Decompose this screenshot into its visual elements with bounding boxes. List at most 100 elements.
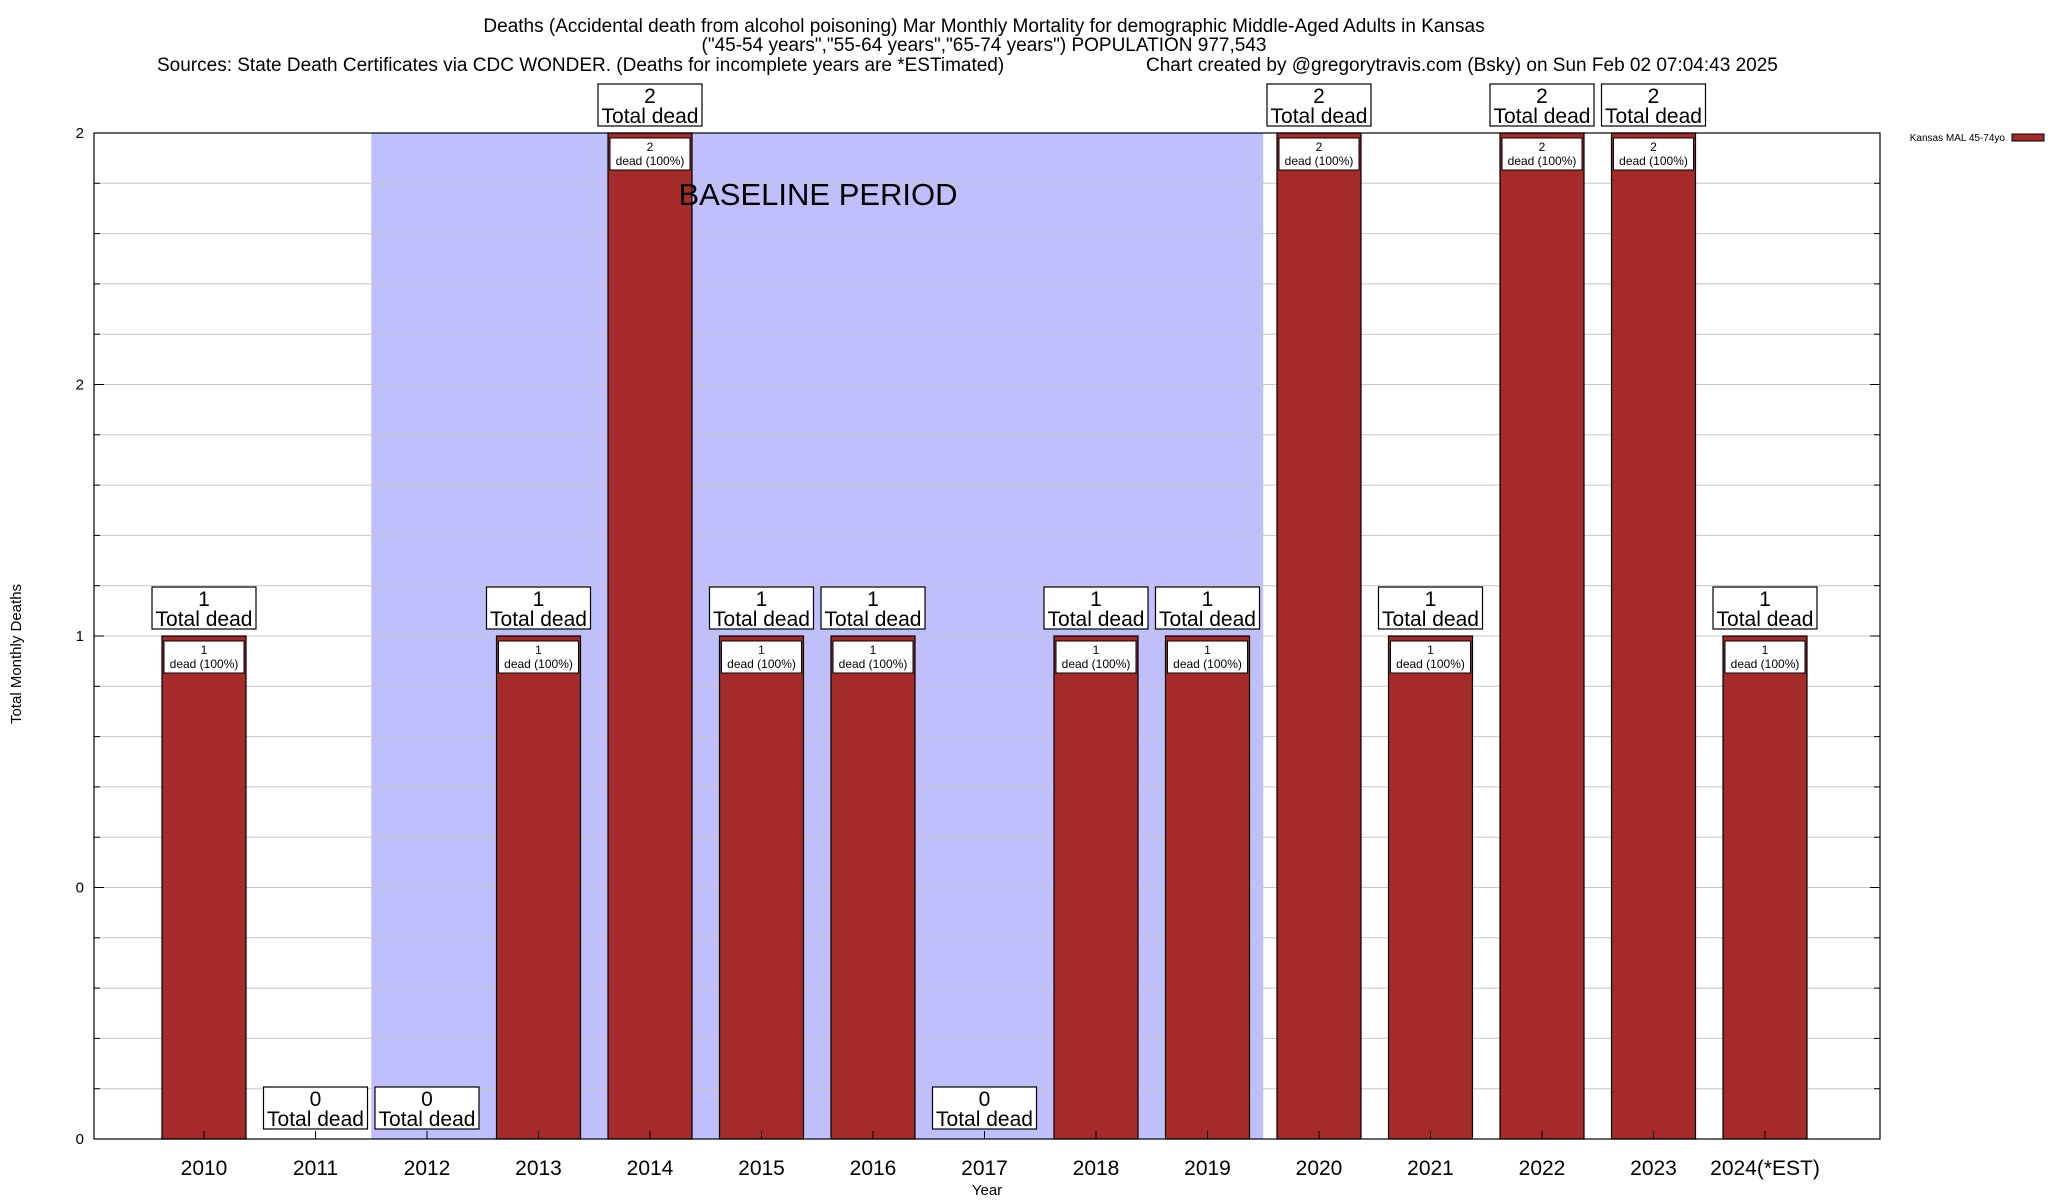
bar — [1722, 635, 1808, 1140]
total-dead-label: Total dead — [156, 608, 253, 631]
total-dead-label: Total dead — [602, 105, 699, 128]
bar-inner-label-box — [498, 640, 579, 674]
bar-inner-label-box — [1613, 137, 1694, 171]
bar — [1053, 635, 1139, 1140]
total-dead-label: Total dead — [1605, 105, 1702, 128]
x-tick-label: 2015 — [738, 1157, 785, 1180]
bar — [1164, 635, 1251, 1140]
x-tick-label: 2021 — [1407, 1157, 1454, 1180]
total-dead-label: Total dead — [490, 608, 587, 631]
bar-inner-percent: dead (100%) — [727, 657, 796, 671]
bar-inner-label-box — [1167, 640, 1248, 674]
bar-inner-label-box — [163, 640, 245, 674]
total-label-box — [151, 586, 257, 630]
total-count-label: 1 — [1759, 588, 1771, 611]
bar-inner-percent: dead (100%) — [616, 154, 685, 168]
total-dead-label: Total dead — [1717, 608, 1814, 631]
chart-credit: Chart created by @gregorytravis.com (Bsk… — [1146, 55, 1778, 76]
total-dead-label: Total dead — [379, 1108, 476, 1131]
legend-swatch — [2011, 133, 2045, 142]
bar-inner-count: 1 — [1762, 643, 1769, 657]
bar — [1387, 635, 1474, 1140]
total-count-label: 1 — [1202, 588, 1214, 611]
x-tick-label: 2023 — [1630, 1157, 1677, 1180]
bar-inner-label-box — [609, 137, 691, 171]
x-tick-label: 2013 — [515, 1157, 562, 1180]
bar-inner-count: 2 — [1316, 140, 1323, 154]
bar — [1499, 132, 1585, 1140]
y-tick-label: 0 — [76, 880, 84, 897]
bar — [1276, 132, 1362, 1140]
total-label-box — [931, 1086, 1038, 1130]
bar-inner-label-box — [1501, 137, 1583, 171]
bar-inner-count: 1 — [1093, 643, 1100, 657]
x-tick-label: 2020 — [1296, 1157, 1343, 1180]
y-tick-label: 1 — [76, 628, 84, 645]
total-dead-label: Total dead — [825, 608, 922, 631]
y-tick-label: 2 — [76, 377, 84, 394]
bar-inner-percent: dead (100%) — [504, 657, 573, 671]
bar-inner-count: 1 — [1427, 643, 1434, 657]
total-count-label: 2 — [644, 85, 656, 108]
total-label-box — [1600, 83, 1707, 127]
bar-inner-label-box — [1390, 640, 1471, 674]
bar — [718, 635, 805, 1140]
chart-sources: Sources: State Death Certificates via CD… — [157, 55, 1004, 76]
bar-inner-label-box — [832, 640, 914, 674]
legend-label: Kansas MAL 45-74yo — [1910, 133, 2006, 144]
total-label-box — [1266, 83, 1372, 127]
chart-title: Deaths (Accidental death from alcohol po… — [483, 16, 1484, 37]
total-dead-label: Total dead — [1048, 608, 1145, 631]
bar-inner-label-box — [721, 640, 802, 674]
total-label-box — [1154, 586, 1261, 630]
total-label-box — [597, 83, 703, 127]
x-tick-label: 2024(*EST) — [1710, 1157, 1820, 1180]
total-dead-label: Total dead — [1382, 608, 1479, 631]
total-count-label: 0 — [310, 1088, 322, 1111]
bar-inner-count: 2 — [1539, 140, 1546, 154]
bar — [1610, 132, 1697, 1140]
total-count-label: 1 — [533, 588, 545, 611]
total-label-box — [485, 586, 592, 630]
bar-inner-percent: dead (100%) — [170, 657, 239, 671]
y-tick-label: 2 — [76, 125, 84, 142]
bar-inner-percent: dead (100%) — [1285, 154, 1354, 168]
bar — [607, 132, 693, 1140]
bar-inner-percent: dead (100%) — [1173, 657, 1242, 671]
bar-inner-count: 1 — [870, 643, 877, 657]
bar-inner-count: 1 — [758, 643, 765, 657]
x-tick-label: 2017 — [961, 1157, 1008, 1180]
total-dead-label: Total dead — [267, 1108, 364, 1131]
total-count-label: 2 — [1648, 85, 1660, 108]
bar-inner-count: 1 — [1204, 643, 1211, 657]
chart-subtitle: ("45-54 years","55-64 years","65-74 year… — [702, 35, 1267, 56]
baseline-period-label: BASELINE PERIOD — [678, 177, 957, 212]
y-tick-label: 0 — [76, 1131, 84, 1148]
y-axis-title: Total Monthly Deaths — [8, 584, 25, 724]
total-dead-label: Total dead — [1271, 105, 1368, 128]
bar-inner-percent: dead (100%) — [1396, 657, 1465, 671]
x-tick-label: 2012 — [404, 1157, 451, 1180]
bar-inner-percent: dead (100%) — [1619, 154, 1688, 168]
total-label-box — [374, 1086, 480, 1130]
bar — [161, 635, 247, 1140]
total-label-box — [708, 586, 815, 630]
bar-inner-label-box — [1724, 640, 1806, 674]
total-count-label: 1 — [756, 588, 768, 611]
bar-inner-count: 1 — [535, 643, 542, 657]
bar-inner-count: 2 — [647, 140, 654, 154]
bar-inner-percent: dead (100%) — [1062, 657, 1131, 671]
bar-inner-count: 1 — [201, 643, 208, 657]
x-tick-label: 2022 — [1519, 1157, 1566, 1180]
x-axis-title: Year — [972, 1182, 1002, 1199]
bar-inner-percent: dead (100%) — [1508, 154, 1577, 168]
total-count-label: 1 — [1425, 588, 1437, 611]
x-tick-label: 2016 — [850, 1157, 897, 1180]
bar-inner-count: 2 — [1650, 140, 1657, 154]
total-count-label: 0 — [979, 1088, 991, 1111]
bar — [495, 635, 582, 1140]
x-tick-label: 2018 — [1073, 1157, 1120, 1180]
total-dead-label: Total dead — [713, 608, 810, 631]
total-label-box — [1712, 586, 1818, 630]
total-dead-label: Total dead — [1159, 608, 1256, 631]
